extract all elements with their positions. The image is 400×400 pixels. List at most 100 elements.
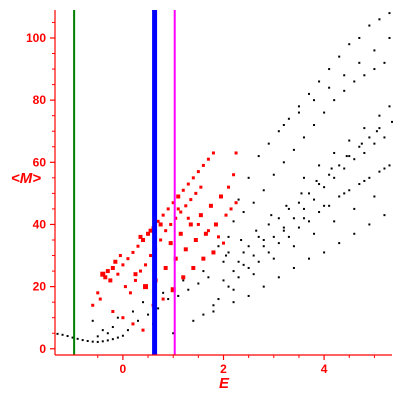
data-point-black (126, 329, 129, 332)
data-point-black (222, 260, 225, 263)
data-point-black (373, 68, 376, 71)
data-point-red (178, 231, 183, 236)
data-point-black (358, 183, 361, 186)
data-point-black (373, 142, 376, 145)
data-point-black (383, 61, 386, 64)
data-point-red (133, 278, 137, 282)
data-point-black (111, 338, 114, 341)
data-point-red (232, 173, 236, 177)
data-point-black (292, 245, 295, 248)
data-point-black (388, 12, 391, 15)
data-point-black (285, 204, 288, 207)
data-point-black (272, 173, 275, 176)
data-point-black (96, 340, 99, 343)
data-point-black (302, 136, 305, 139)
data-point-black (333, 176, 336, 179)
data-point-black (217, 298, 220, 301)
data-point-black (232, 220, 235, 223)
data-point-black (363, 74, 366, 77)
data-point-black (333, 99, 336, 102)
data-point-red (110, 265, 115, 270)
data-point-black (277, 130, 280, 133)
data-point-black (61, 333, 64, 336)
data-point-black (111, 326, 114, 329)
data-point-black (167, 298, 170, 301)
data-point-black (247, 176, 250, 179)
data-point-black (358, 145, 361, 148)
data-point-black (348, 155, 351, 158)
data-point-black (330, 167, 333, 170)
data-point-black (106, 332, 109, 335)
data-point-black (227, 251, 230, 254)
data-point-black (323, 251, 326, 254)
data-point-red (222, 241, 225, 245)
data-point-black (242, 211, 245, 214)
data-point-black (388, 105, 391, 108)
data-point-black (292, 266, 295, 269)
data-point-black (383, 167, 386, 170)
data-point-red (143, 284, 149, 290)
data-point-black (237, 198, 240, 201)
data-point-black (247, 245, 250, 248)
data-point-red (174, 216, 178, 220)
data-point-black (297, 111, 300, 114)
axes: 0 20 40 60 80 100 0 2 4 (26, 10, 392, 376)
data-point-black (232, 301, 235, 304)
data-point-black (116, 316, 119, 319)
data-point-black (56, 332, 59, 335)
data-point-red (179, 210, 183, 214)
data-point-black (237, 276, 240, 279)
data-point-black (343, 74, 346, 77)
data-point-black (302, 217, 305, 220)
data-point-black (313, 124, 316, 126)
data-point-black (318, 164, 321, 167)
data-point-red (111, 309, 115, 313)
data-point-red (201, 163, 205, 167)
data-point-black (345, 155, 348, 158)
data-point-black (308, 92, 311, 95)
data-point-black (363, 179, 366, 182)
data-point-red (181, 275, 186, 280)
data-point-black (353, 80, 356, 83)
data-point-red (193, 238, 198, 242)
data-point-red (186, 182, 190, 186)
data-point-black (177, 294, 180, 297)
data-point-black (378, 170, 381, 173)
data-point-red (138, 234, 143, 239)
data-point-black (267, 223, 270, 226)
data-point-black (287, 235, 290, 238)
data-point-black (282, 161, 285, 164)
y-axis-title: <M> (11, 170, 41, 187)
data-point-red (168, 241, 173, 246)
data-point-black (368, 136, 371, 139)
data-point-black (363, 127, 366, 130)
data-point-black (318, 183, 321, 186)
data-point-red (176, 207, 180, 211)
data-point-black (328, 173, 331, 176)
data-point-red (208, 203, 213, 208)
data-point-black (252, 254, 255, 257)
data-point-black (348, 139, 351, 142)
data-point-red (141, 238, 146, 242)
data-point-black (252, 201, 255, 204)
y-tick-label: 20 (33, 280, 47, 294)
x-axis-title: E (219, 375, 230, 392)
data-point-red (224, 213, 228, 217)
data-point-black (348, 43, 351, 46)
data-point-black (272, 235, 275, 238)
data-point-black (267, 142, 270, 145)
data-point-black (86, 340, 89, 343)
data-point-red (108, 278, 113, 283)
data-point-red (118, 254, 122, 258)
y-tick-label: 0 (39, 342, 46, 356)
data-point-black (323, 204, 326, 207)
data-point-black (197, 282, 200, 285)
data-point-black (302, 176, 305, 179)
data-point-red (163, 265, 168, 270)
data-point-black (227, 285, 230, 288)
data-point-red (141, 328, 145, 332)
data-point-red (196, 170, 200, 174)
data-point-black (240, 239, 243, 241)
x-tick-label: 0 (120, 362, 127, 376)
data-point-red (189, 198, 193, 202)
